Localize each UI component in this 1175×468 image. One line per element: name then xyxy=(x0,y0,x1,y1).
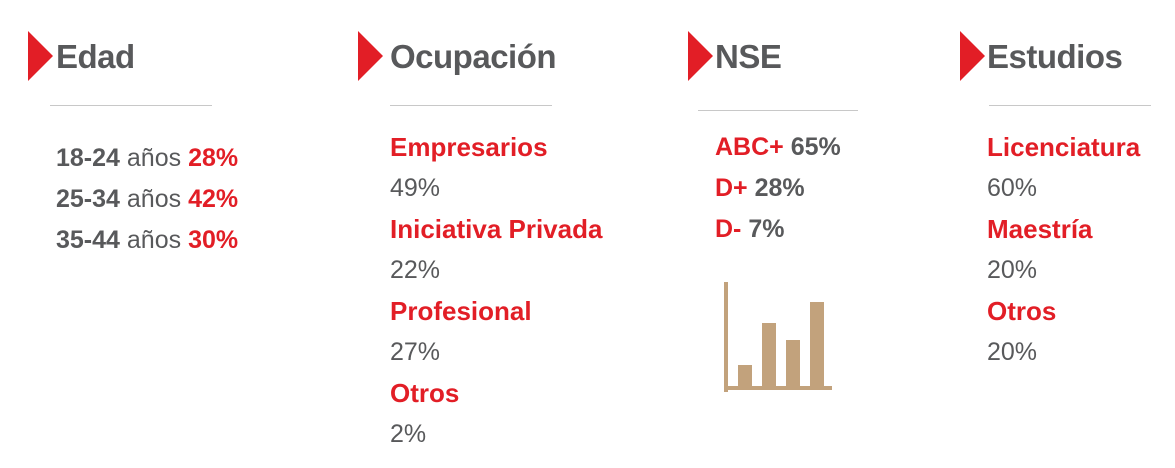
bar-chart-icon xyxy=(724,282,832,392)
nse-section: NSE ABC+ 65% D+ 28% D- 7% xyxy=(660,0,960,468)
nse-item: D- 7% xyxy=(715,214,784,244)
estudios-divider xyxy=(989,105,1151,106)
ocupacion-item-pct: 27% xyxy=(390,338,441,366)
nse-item-label: D+ xyxy=(715,174,748,202)
edad-range: 18-24 xyxy=(56,144,120,172)
edad-row: 18-24 años 28% xyxy=(56,143,238,173)
edad-row: 25-34 años 42% xyxy=(56,184,238,214)
nse-item: ABC+ 65% xyxy=(715,132,841,162)
edad-divider xyxy=(50,105,212,106)
edad-range: 35-44 xyxy=(56,226,120,254)
bar-chart-icon-bar xyxy=(810,302,824,386)
ocupacion-item-label: Profesional xyxy=(390,296,532,326)
nse-title: NSE xyxy=(715,38,782,75)
edad-row: 35-44 años 30% xyxy=(56,225,238,255)
edad-title: Edad xyxy=(56,38,135,75)
estudios-item-label: Otros xyxy=(987,296,1057,326)
ocupacion-item-pct: 2% xyxy=(390,420,427,448)
edad-pct: 30% xyxy=(188,226,239,254)
estudios-title: Estudios xyxy=(987,38,1123,75)
nse-divider xyxy=(698,110,858,111)
nse-item-label: ABC+ xyxy=(715,133,784,161)
edad-unit: años xyxy=(126,226,182,254)
ocupacion-divider xyxy=(390,105,552,106)
edad-unit: años xyxy=(126,185,182,213)
arrow-marker-icon xyxy=(28,31,53,81)
bar-chart-axis-x xyxy=(724,386,832,390)
estudios-item-pct: 60% xyxy=(987,174,1038,202)
edad-unit: años xyxy=(126,144,182,172)
nse-item-pct: 7% xyxy=(748,215,785,243)
arrow-marker-icon xyxy=(960,31,985,81)
estudios-section: Estudios Licenciatura 60% Maestría 20% O… xyxy=(950,0,1175,468)
nse-item: D+ 28% xyxy=(715,173,805,203)
edad-section: Edad 18-24 años 28% 25-34 años 42% 35-44… xyxy=(0,0,320,468)
ocupacion-item-label: Iniciativa Privada xyxy=(390,214,603,244)
edad-pct: 42% xyxy=(188,185,239,213)
ocupacion-title: Ocupación xyxy=(390,38,557,75)
bar-chart-icon-bar xyxy=(786,340,800,386)
ocupacion-section: Ocupación Empresarios 49% Iniciativa Pri… xyxy=(330,0,650,468)
nse-item-pct: 28% xyxy=(754,174,805,202)
edad-pct: 28% xyxy=(188,144,239,172)
bar-chart-icon-bar xyxy=(762,323,776,386)
estudios-item-pct: 20% xyxy=(987,256,1038,284)
arrow-marker-icon xyxy=(688,31,713,81)
estudios-item-label: Maestría xyxy=(987,214,1093,244)
estudios-item-label: Licenciatura xyxy=(987,132,1141,162)
arrow-marker-icon xyxy=(358,31,383,81)
ocupacion-item-pct: 22% xyxy=(390,256,441,284)
ocupacion-item-label: Otros xyxy=(390,378,460,408)
bar-chart-axis-y xyxy=(724,282,728,392)
bar-chart-icon-bar xyxy=(738,365,752,386)
estudios-item-pct: 20% xyxy=(987,338,1038,366)
ocupacion-item-label: Empresarios xyxy=(390,132,548,162)
edad-range: 25-34 xyxy=(56,185,120,213)
ocupacion-item-pct: 49% xyxy=(390,174,441,202)
nse-item-label: D- xyxy=(715,215,742,243)
nse-item-pct: 65% xyxy=(790,133,841,161)
